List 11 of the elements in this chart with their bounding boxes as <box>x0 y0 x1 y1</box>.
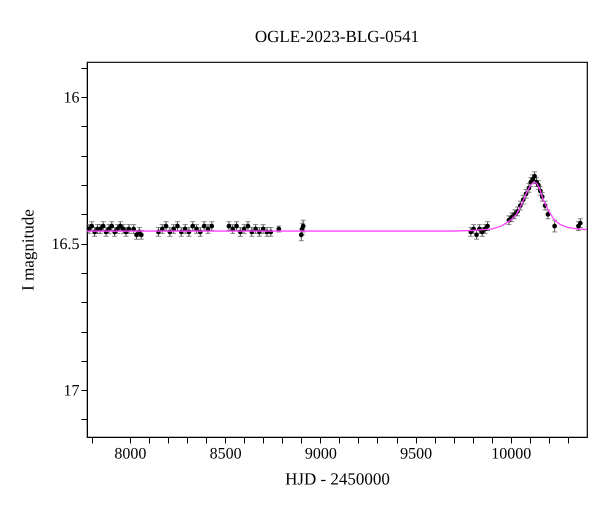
chart-title: OGLE-2023-BLG-0541 <box>254 26 420 46</box>
x-tick-label: 9500 <box>400 446 432 462</box>
x-tick-label: 10000 <box>491 446 532 462</box>
y-tick-label: 16.5 <box>52 236 80 254</box>
x-tick-label: 9000 <box>304 446 337 462</box>
x-tick-label: 8500 <box>210 446 242 462</box>
y-tick-label: 17 <box>64 382 80 400</box>
x-tick-label: 8000 <box>114 446 146 462</box>
y-axis-title: I magnitude <box>18 209 38 291</box>
y-tick-label: 16 <box>64 90 80 107</box>
x-axis-title: HJD - 2450000 <box>285 470 390 488</box>
